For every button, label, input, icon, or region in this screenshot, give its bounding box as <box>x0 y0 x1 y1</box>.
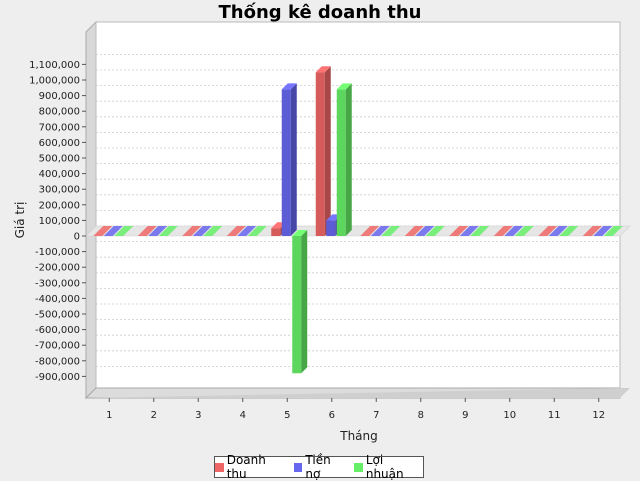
legend: Doanh thu Tiền nợ Lợi nhuận <box>214 453 424 481</box>
bar-Lợi nhuận-5 <box>292 230 308 374</box>
floor-edge <box>86 388 630 398</box>
bar-Doanh thu-11 <box>538 226 558 236</box>
bar-Doanh thu-3 <box>182 226 202 236</box>
x-tick-label: 11 <box>548 410 561 421</box>
bar-Tiền nợ-1 <box>103 226 123 236</box>
grid-lines <box>85 54 631 367</box>
y-tick-label: -800,000 <box>35 356 80 367</box>
plot-background <box>84 20 630 400</box>
bar-Tiền nợ-4 <box>237 226 257 236</box>
bar-Tiền nợ-11 <box>548 226 568 236</box>
back-wall <box>95 21 621 389</box>
legend-swatch <box>215 462 224 472</box>
bar-Lợi nhuận-12 <box>603 226 623 236</box>
y-tick-label: 400,000 <box>39 169 80 180</box>
legend-swatch <box>293 462 303 472</box>
bar-Tiền nợ-10 <box>504 226 524 236</box>
x-axis-ticks: 1 2 3 4 5 6 7 8 9 10 11 12 <box>106 398 605 421</box>
bar-Doanh thu-9 <box>449 226 469 236</box>
bar-Tiền nợ-2 <box>148 226 168 236</box>
bar-Doanh thu-4 <box>226 226 246 236</box>
bar-Doanh thu-2 <box>137 226 157 236</box>
y-tick-label: -100,000 <box>35 247 80 258</box>
y-tick-label: -500,000 <box>35 310 80 321</box>
legend-label: Doanh thu <box>226 453 266 481</box>
legend-label: Lợi nhuận <box>365 453 404 481</box>
y-tick-label: 700,000 <box>39 122 80 133</box>
x-tick-label: 8 <box>418 410 424 421</box>
y-tick-label: 900,000 <box>39 91 80 102</box>
bar-Lợi nhuận-6 <box>336 83 352 236</box>
y-tick-label: 0 <box>74 232 80 243</box>
bar-Lợi nhuận-1 <box>114 226 134 236</box>
bar-Doanh thu-6 <box>315 66 331 236</box>
bar-Tiền nợ-12 <box>593 226 613 236</box>
y-tick-label: -600,000 <box>35 325 80 336</box>
bar-Tiền nợ-7 <box>370 226 390 236</box>
bar-Lợi nhuận-4 <box>247 226 267 236</box>
bar-Lợi nhuận-10 <box>514 226 534 236</box>
x-tick-label: 7 <box>373 410 379 421</box>
x-axis-title: Tháng <box>339 429 378 443</box>
bar-Tiền nợ-9 <box>459 226 479 236</box>
bar-Doanh thu-1 <box>93 226 113 236</box>
bars <box>93 66 623 374</box>
y-axis-ticks: 1,100,000 1,000,000 900,000 800,000 700,000 6… <box>29 60 86 383</box>
legend-item: Doanh thu <box>215 453 288 481</box>
legend-item: Lợi nhuận <box>354 453 423 481</box>
x-tick-label: 1 <box>106 410 112 421</box>
y-tick-label: 300,000 <box>39 185 80 196</box>
left-wall <box>85 20 97 400</box>
y-tick-label: -400,000 <box>35 294 80 305</box>
y-tick-label: -300,000 <box>35 278 80 289</box>
y-tick-label: 600,000 <box>39 138 80 149</box>
y-tick-label: -200,000 <box>35 263 80 274</box>
bar-Lợi nhuận-8 <box>425 226 445 236</box>
bar-Doanh thu-7 <box>360 226 380 236</box>
bar-Tiền nợ-5 <box>281 83 297 236</box>
legend-label: Tiền nợ <box>305 453 331 481</box>
x-tick-label: 10 <box>503 410 516 421</box>
legend-item: Tiền nợ <box>293 453 348 481</box>
bar-Tiền nợ-8 <box>415 226 435 236</box>
y-tick-label: 200,000 <box>39 200 80 211</box>
y-tick-label: 500,000 <box>39 154 80 165</box>
bar-Lợi nhuận-9 <box>470 226 490 236</box>
y-tick-label: 100,000 <box>39 216 80 227</box>
bar-Lợi nhuận-11 <box>559 226 579 236</box>
x-tick-label: 6 <box>329 410 335 421</box>
x-tick-label: 5 <box>284 410 290 421</box>
bar-Doanh thu-10 <box>493 226 513 236</box>
chart-title: Thống kê doanh thu <box>218 2 422 23</box>
y-tick-label: 800,000 <box>39 107 80 118</box>
bar-Lợi nhuận-7 <box>381 226 401 236</box>
y-tick-label: 1,000,000 <box>29 76 80 87</box>
x-tick-label: 12 <box>592 410 605 421</box>
legend-swatch <box>354 462 363 472</box>
bar-Doanh thu-12 <box>582 226 602 236</box>
y-tick-label: -900,000 <box>35 372 80 383</box>
zero-plane <box>85 225 631 237</box>
bar-Lợi nhuận-2 <box>158 226 178 236</box>
x-tick-label: 3 <box>195 410 201 421</box>
y-tick-label: 1,100,000 <box>29 60 80 71</box>
x-tick-label: 4 <box>240 410 246 421</box>
y-axis-title: Giá trị <box>13 202 27 239</box>
bar-Tiền nợ-3 <box>192 226 212 236</box>
x-tick-label: 2 <box>151 410 157 421</box>
bar-Lợi nhuận-3 <box>203 226 223 236</box>
x-tick-label: 9 <box>462 410 468 421</box>
y-tick-label: -700,000 <box>35 341 80 352</box>
bar-Doanh thu-8 <box>404 226 424 236</box>
